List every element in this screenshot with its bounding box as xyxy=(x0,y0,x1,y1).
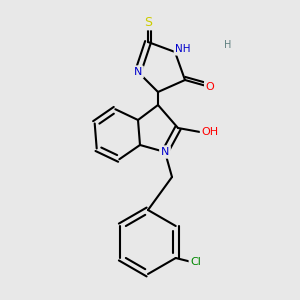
Text: NH: NH xyxy=(175,44,191,54)
Text: Cl: Cl xyxy=(190,257,201,267)
Text: N: N xyxy=(161,147,169,157)
Text: S: S xyxy=(144,16,152,28)
Text: H: H xyxy=(224,40,232,50)
Text: N: N xyxy=(134,67,142,77)
Text: O: O xyxy=(206,82,214,92)
Text: OH: OH xyxy=(201,127,219,137)
